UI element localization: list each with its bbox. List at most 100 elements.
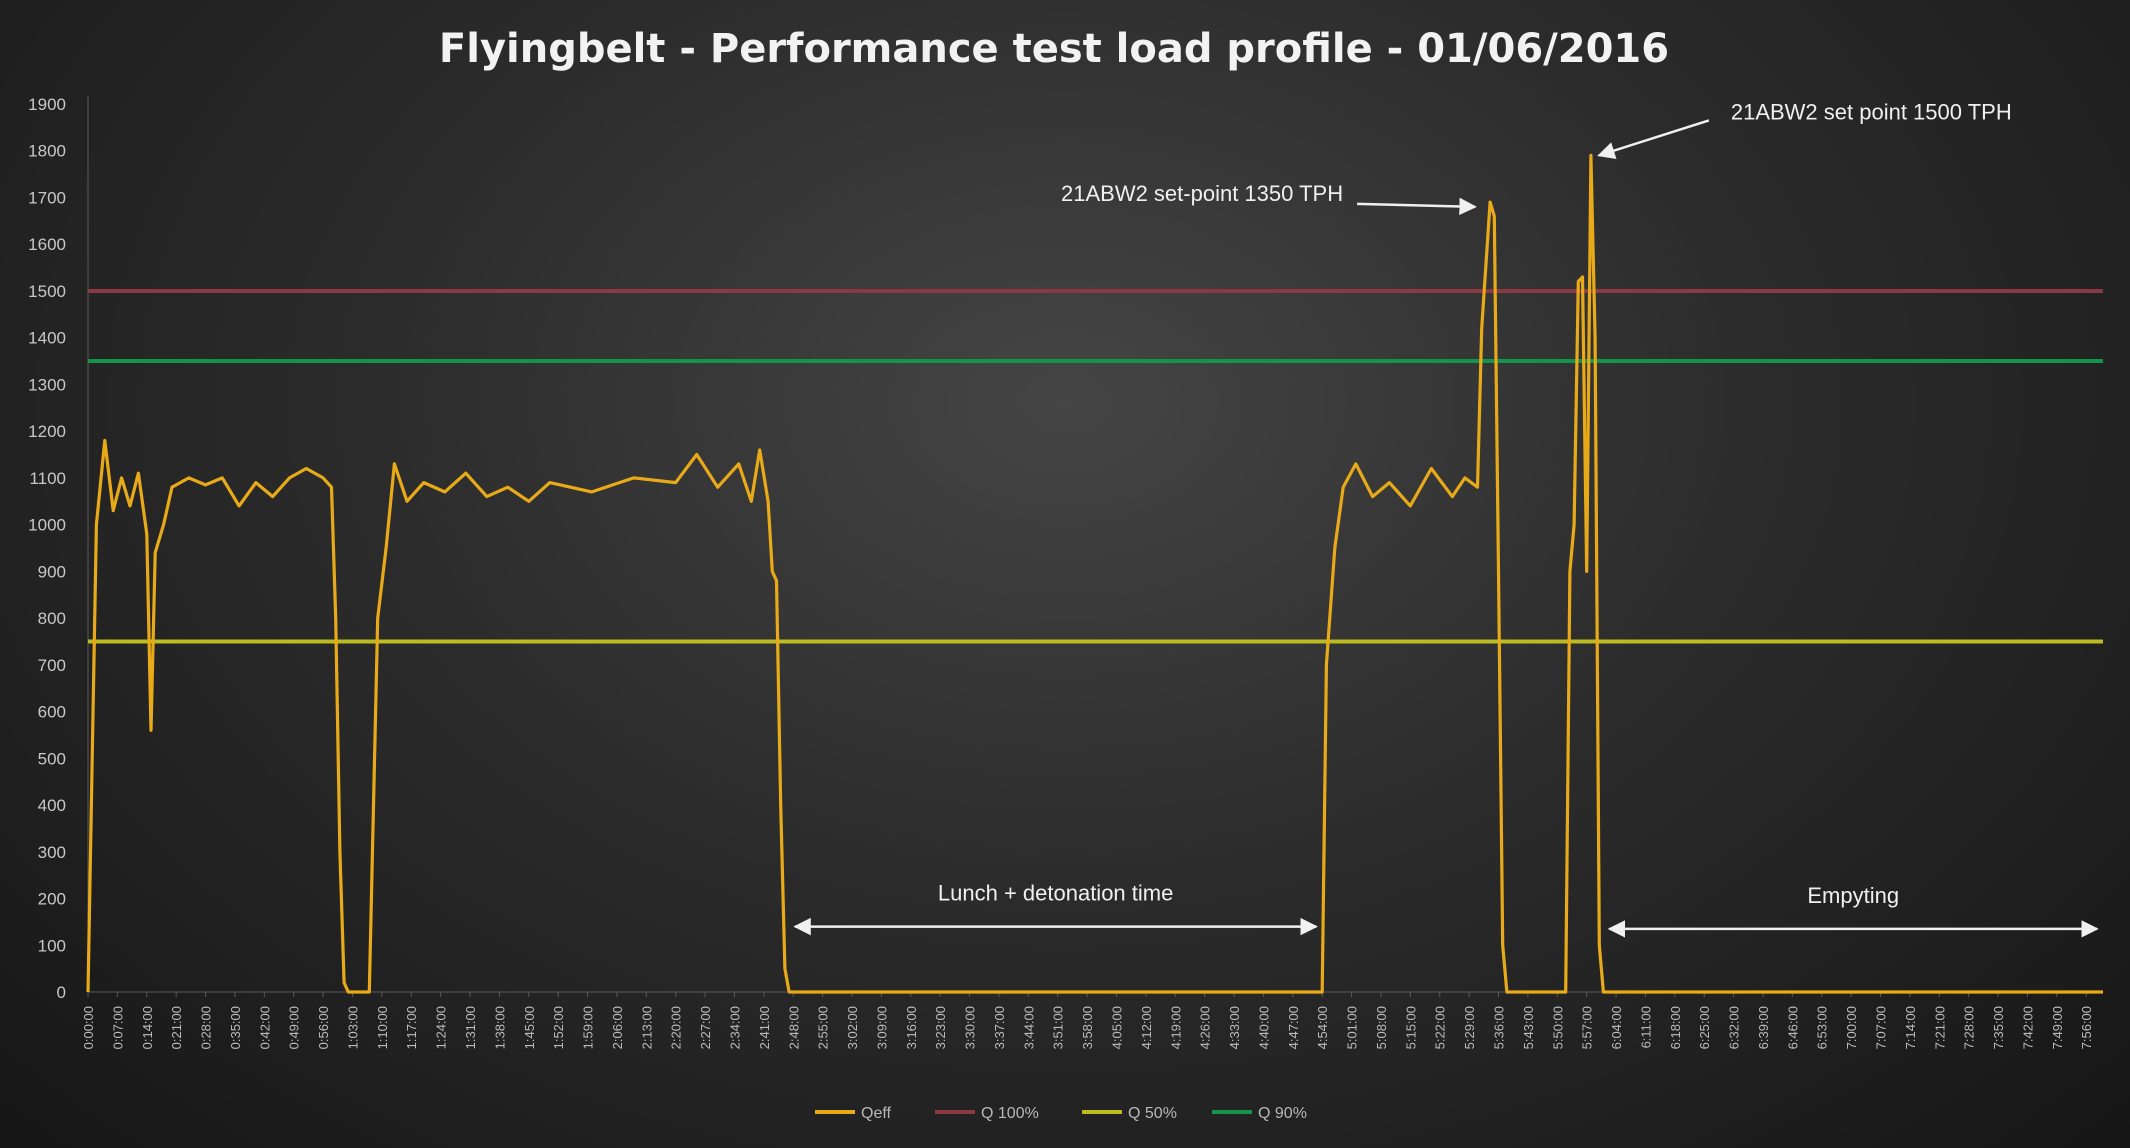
x-tick-label: 7:14:00 — [1903, 1006, 1918, 1049]
annotation-layer: 21ABW2 set-point 1350 TPH 21ABW2 set poin… — [793, 99, 2099, 938]
x-tick-label: 1:10:00 — [375, 1006, 390, 1049]
y-tick-label: 1200 — [28, 422, 66, 441]
y-tick-label: 0 — [57, 983, 66, 1002]
legend-label: Q 50% — [1128, 1105, 1177, 1122]
x-tick-label: 7:00:00 — [1844, 1006, 1859, 1049]
x-tick-label: 6:25:00 — [1697, 1006, 1712, 1049]
annotation-emptying: Empyting — [1807, 883, 1899, 908]
x-tick-label: 3:09:00 — [874, 1006, 889, 1049]
x-tick-label: 6:39:00 — [1756, 1006, 1771, 1049]
x-tick-label: 3:02:00 — [845, 1006, 860, 1049]
y-tick-label: 600 — [38, 703, 66, 722]
x-tick-label: 2:27:00 — [698, 1006, 713, 1049]
x-tick-label: 0:49:00 — [287, 1006, 302, 1049]
y-tick-label: 500 — [38, 749, 66, 768]
x-tick-label: 1:31:00 — [463, 1006, 478, 1049]
chart-title: Flyingbelt - Performance test load profi… — [439, 26, 1669, 72]
x-tick-label: 1:03:00 — [345, 1006, 360, 1049]
annotation-setpoint-1500: 21ABW2 set point 1500 TPH — [1731, 99, 2012, 124]
x-tick-label: 3:58:00 — [1080, 1006, 1095, 1049]
x-tick-label: 0:35:00 — [228, 1006, 243, 1049]
x-tick-label: 0:28:00 — [199, 1006, 214, 1049]
x-tick-label: 0:14:00 — [140, 1006, 155, 1049]
x-tick-label: 2:13:00 — [639, 1006, 654, 1049]
x-tick-label: 4:54:00 — [1315, 1006, 1330, 1049]
x-tick-label: 6:18:00 — [1668, 1006, 1683, 1049]
series-layer — [86, 153, 2103, 994]
x-tick-label: 0:00:00 — [81, 1006, 96, 1049]
y-tick-label: 300 — [38, 843, 66, 862]
x-tick-label: 3:37:00 — [992, 1006, 1007, 1049]
x-tick-label: 5:36:00 — [1492, 1006, 1507, 1049]
legend-label: Qeff — [861, 1105, 892, 1122]
y-tick-label: 1100 — [29, 469, 66, 488]
x-tick-label: 2:48:00 — [786, 1006, 801, 1049]
x-tick-label: 2:55:00 — [816, 1006, 831, 1049]
y-tick-label: 1700 — [28, 188, 66, 207]
x-tick-label: 4:12:00 — [1139, 1006, 1154, 1049]
x-tick-label: 3:44:00 — [1021, 1006, 1036, 1049]
x-tick-label: 4:19:00 — [1168, 1006, 1183, 1049]
x-tick-label: 5:22:00 — [1433, 1006, 1448, 1049]
x-tick-label: 5:43:00 — [1521, 1006, 1536, 1049]
x-tick-label: 7:07:00 — [1874, 1006, 1889, 1049]
y-tick-label: 1300 — [28, 375, 66, 394]
x-tick-label: 3:30:00 — [963, 1006, 978, 1049]
x-tick-label: 3:16:00 — [904, 1006, 919, 1049]
x-tick-label: 7:35:00 — [1991, 1006, 2006, 1049]
x-tick-label: 6:04:00 — [1609, 1006, 1624, 1049]
x-tick-label: 6:11:00 — [1638, 1006, 1653, 1048]
legend-label: Q 100% — [981, 1105, 1039, 1122]
x-tick-label: 1:17:00 — [404, 1006, 419, 1049]
x-tick-label: 0:21:00 — [169, 1006, 184, 1049]
x-tick-label: 1:24:00 — [434, 1006, 449, 1049]
y-tick-label: 200 — [38, 890, 66, 909]
x-tick-label: 4:47:00 — [1286, 1006, 1301, 1049]
y-tick-label: 100 — [38, 936, 66, 955]
annotation-arrow — [1597, 119, 1710, 159]
x-tick-label: 2:41:00 — [757, 1006, 772, 1049]
x-tick-label: 3:51:00 — [1051, 1006, 1066, 1049]
y-tick-label: 1600 — [28, 235, 66, 254]
x-tick-label: 4:26:00 — [1198, 1006, 1213, 1049]
x-tick-label: 1:38:00 — [492, 1006, 507, 1049]
x-tick-label: 0:42:00 — [257, 1006, 272, 1049]
x-tick-label: 5:15:00 — [1403, 1006, 1418, 1049]
x-tick-label: 6:53:00 — [1815, 1006, 1830, 1049]
y-tick-label: 1400 — [28, 329, 66, 348]
series-line-qeff — [86, 153, 2103, 994]
annotation-arrow — [1357, 197, 1477, 216]
x-tick-label: 7:49:00 — [2050, 1006, 2065, 1049]
reference-lines — [88, 288, 2103, 644]
y-tick-label: 800 — [38, 609, 66, 628]
x-tick-label: 2:06:00 — [610, 1006, 625, 1049]
x-tick-label: 5:08:00 — [1374, 1006, 1389, 1049]
y-tick-label: 900 — [38, 562, 66, 581]
y-tick-label: 700 — [38, 656, 66, 675]
y-axis: 0 100 200 300 400 500 600 700 800 900 1000 1100 1200… — [28, 95, 89, 1002]
annotation-setpoint-1350: 21ABW2 set-point 1350 TPH — [1061, 181, 1343, 206]
x-tick-label: 2:20:00 — [669, 1006, 684, 1049]
x-tick-label: 4:33:00 — [1227, 1006, 1242, 1049]
x-tick-label: 4:05:00 — [1109, 1006, 1124, 1049]
legend: Qeff Q 100% Q 50% Q 90% — [815, 1105, 1307, 1122]
y-tick-label: 1800 — [28, 142, 66, 161]
x-axis: 0:00:00 0:07:00 0:14:00 0:21:00 0:28:00 0:35:… — [81, 991, 2103, 1049]
x-tick-label: 6:32:00 — [1727, 1006, 1742, 1049]
x-tick-label: 1:45:00 — [522, 1006, 537, 1049]
x-tick-label: 1:59:00 — [581, 1006, 596, 1049]
x-tick-label: 7:56:00 — [2079, 1006, 2094, 1049]
x-tick-label: 7:28:00 — [1962, 1006, 1977, 1049]
y-tick-label: 1500 — [28, 282, 66, 301]
x-tick-label: 2:34:00 — [727, 1006, 742, 1049]
x-tick-label: 7:21:00 — [1932, 1006, 1947, 1049]
x-tick-label: 6:46:00 — [1785, 1006, 1800, 1049]
x-tick-label: 7:42:00 — [2020, 1006, 2035, 1049]
x-tick-label: 5:50:00 — [1550, 1006, 1565, 1049]
x-tick-label: 4:40:00 — [1256, 1006, 1271, 1049]
y-tick-label: 1900 — [28, 95, 66, 114]
x-tick-label: 5:01:00 — [1345, 1006, 1360, 1049]
y-tick-label: 1000 — [28, 516, 66, 535]
